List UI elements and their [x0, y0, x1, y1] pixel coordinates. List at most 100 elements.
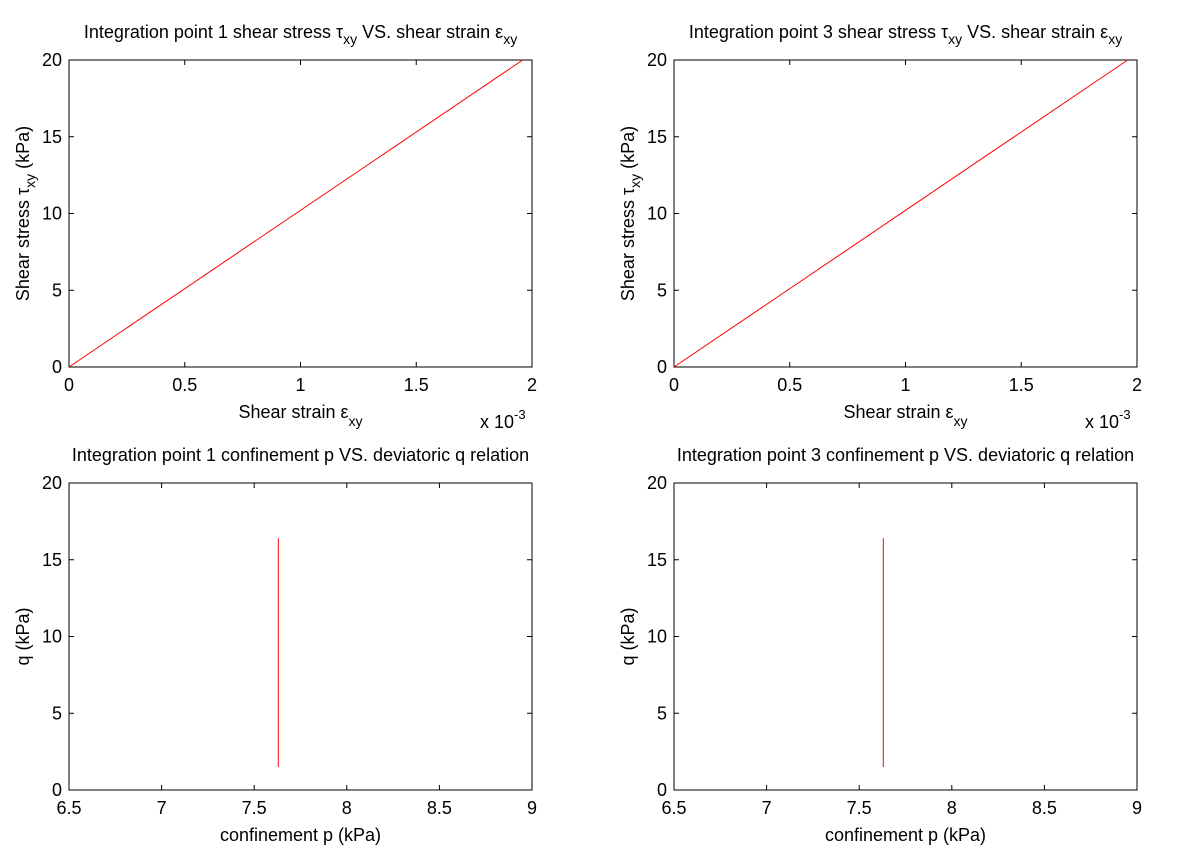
y-axis-label: q (kPa)	[13, 607, 33, 665]
x-tick-label: 2	[1132, 375, 1142, 395]
title-text: Integration point 1 confinement p VS. de…	[72, 445, 529, 465]
y-tick-label: 10	[647, 204, 667, 224]
y-axis-label: Shear stress τxy (kPa)	[13, 126, 38, 301]
plot-area	[673, 59, 1138, 368]
y-tick-label: 15	[647, 127, 667, 147]
chart-panel-4: 6.5 7 7.5 8 8.5 9 0 5 10 15 20 Integration point 3 …	[618, 445, 1142, 845]
x-tick-label: 0	[669, 375, 679, 395]
y-tick-label: 20	[647, 473, 667, 493]
x-tick-label: 7.5	[847, 798, 872, 818]
data-line-1	[673, 59, 1128, 368]
exponent-base: x 10	[480, 412, 514, 432]
y-axis-label-text: q (kPa)	[13, 607, 33, 665]
y-tick-label: 20	[647, 50, 667, 70]
y-tick-label: 0	[657, 780, 667, 800]
x-tick-label: 2	[527, 375, 537, 395]
y-tick-label: 0	[52, 357, 62, 377]
y-axis-label: q (kPa)	[618, 607, 638, 665]
x-tick-label: 7	[762, 798, 772, 818]
x-axis-label-text: confinement p (kPa)	[825, 825, 986, 845]
x-tick-label: 8	[947, 798, 957, 818]
y-tick-label: 5	[657, 703, 667, 723]
y-tick-label: 15	[42, 550, 62, 570]
x-axis-label-text: confinement p (kPa)	[220, 825, 381, 845]
x-tick-label: 1	[900, 375, 910, 395]
y-tick-label: 5	[52, 703, 62, 723]
x-tick-label: 9	[1132, 798, 1142, 818]
y-axis-label-text: Shear stress	[618, 195, 638, 301]
x-axis-epsilon-symbol: ε	[946, 402, 954, 422]
x-tick-label: 1.5	[404, 375, 429, 395]
title-tau-symbol: τ	[941, 22, 948, 42]
y-axis-tau-symbol: τ	[13, 188, 33, 195]
x-tick-label: 8.5	[427, 798, 452, 818]
y-tick-label: 15	[647, 550, 667, 570]
title-subscript: xy	[948, 31, 962, 47]
y-tick-label: 10	[42, 627, 62, 647]
y-tick-label: 5	[52, 280, 62, 300]
title-mid: VS. shear strain	[962, 22, 1100, 42]
y-tick-label: 20	[42, 473, 62, 493]
x-axis-epsilon-symbol: ε	[341, 402, 349, 422]
title-text: Integration point 3 confinement p VS. de…	[677, 445, 1134, 465]
title-epsilon-symbol: ε	[495, 22, 503, 42]
x-tick-label: 6.5	[56, 798, 81, 818]
data-line-1	[68, 59, 523, 368]
x-axis-label-text: Shear strain	[238, 402, 340, 422]
y-tick-label: 5	[657, 280, 667, 300]
x-axis-exponent: x 10-3	[1085, 407, 1131, 432]
y-axis-label-text: q (kPa)	[618, 607, 638, 665]
x-tick-label: 0.5	[777, 375, 802, 395]
y-tick-label: 10	[647, 627, 667, 647]
x-axis-label: Shear strain εxy	[238, 402, 362, 429]
exponent-power: -3	[1119, 407, 1131, 422]
exponent-base: x 10	[1085, 412, 1119, 432]
y-axis-label-text: Shear stress	[13, 195, 33, 301]
chart-title: Integration point 3 shear stress τxy VS.…	[689, 22, 1122, 47]
y-tick-label: 15	[42, 127, 62, 147]
y-tick-label: 20	[42, 50, 62, 70]
y-axis-unit: (kPa)	[13, 126, 33, 174]
title-subscript: xy	[343, 31, 357, 47]
y-axis-tau-symbol: τ	[618, 188, 638, 195]
title-text: Integration point 3 shear stress	[689, 22, 936, 42]
chart-title: Integration point 3 confinement p VS. de…	[677, 445, 1134, 465]
chart-panel-3: 6.5 7 7.5 8 8.5 9 0 5 10 15 20 Integration point 1 …	[13, 445, 537, 845]
x-axis-exponent: x 10-3	[480, 407, 526, 432]
title-epsilon-symbol: ε	[1100, 22, 1108, 42]
x-tick-label: 0.5	[172, 375, 197, 395]
x-axis-label: confinement p (kPa)	[825, 825, 986, 845]
plot-area	[673, 482, 1138, 791]
x-tick-label: 1.5	[1009, 375, 1034, 395]
x-axis-label: Shear strain εxy	[843, 402, 967, 429]
title-tau-symbol: τ	[336, 22, 343, 42]
x-tick-label: 0	[64, 375, 74, 395]
plot-area	[68, 482, 533, 791]
y-axis-label: Shear stress τxy (kPa)	[618, 126, 643, 301]
x-tick-label: 7	[157, 798, 167, 818]
title-subscript-2: xy	[503, 31, 517, 47]
x-tick-label: 7.5	[242, 798, 267, 818]
title-subscript-2: xy	[1108, 31, 1122, 47]
y-axis-subscript: xy	[22, 174, 38, 188]
x-axis-subscript: xy	[954, 413, 968, 429]
plot-area	[68, 59, 533, 368]
x-axis-label: confinement p (kPa)	[220, 825, 381, 845]
chart-title: Integration point 1 confinement p VS. de…	[72, 445, 529, 465]
title-text: Integration point 1 shear stress	[84, 22, 331, 42]
exponent-power: -3	[514, 407, 526, 422]
y-tick-label: 10	[42, 204, 62, 224]
x-tick-label: 9	[527, 798, 537, 818]
x-axis-label-text: Shear strain	[843, 402, 945, 422]
x-tick-label: 1	[295, 375, 305, 395]
x-tick-label: 8	[342, 798, 352, 818]
x-tick-label: 6.5	[661, 798, 686, 818]
y-tick-label: 0	[657, 357, 667, 377]
y-tick-label: 0	[52, 780, 62, 800]
chart-title: Integration point 1 shear stress τxy VS.…	[84, 22, 517, 47]
y-axis-subscript: xy	[627, 174, 643, 188]
title-mid: VS. shear strain	[357, 22, 495, 42]
